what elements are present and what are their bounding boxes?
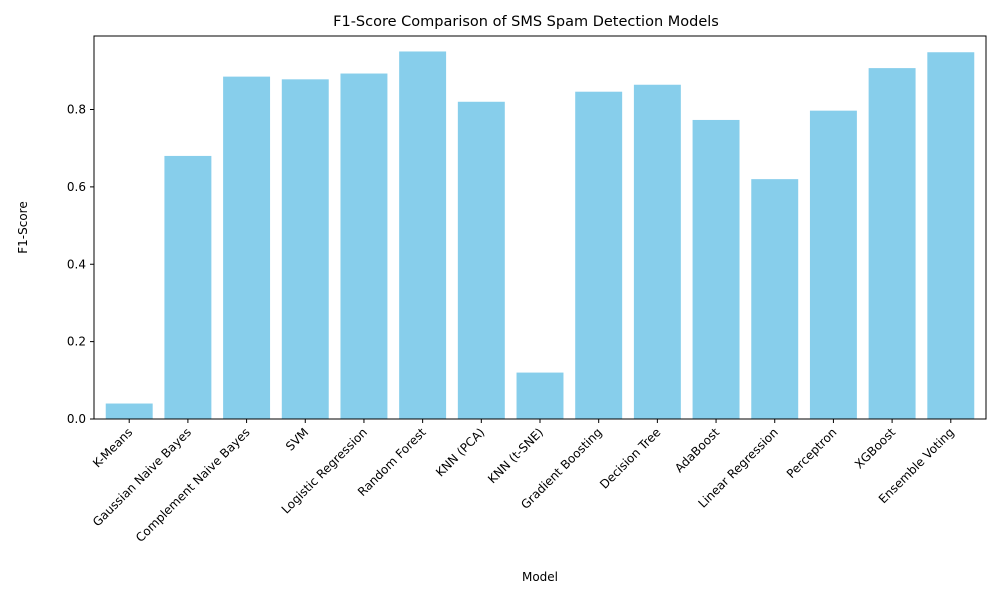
bar-4 (340, 73, 388, 420)
x-tick-label-0: K-Means (90, 425, 135, 470)
x-tick-label-13: XGBoost (852, 425, 898, 471)
x-tick-label-7: KNN (t-SNE) (485, 425, 546, 486)
x-tick-label-6: KNN (PCA) (433, 425, 487, 479)
y-axis-label: F1-Score (16, 201, 30, 253)
bar-1 (164, 155, 212, 419)
bar-10 (692, 119, 740, 420)
x-axis-label: Model (522, 570, 558, 584)
y-tick-label-4: 0.8 (67, 103, 86, 117)
bar-9 (633, 84, 681, 419)
bars-group (105, 51, 975, 420)
x-tick-label-2: Complement Naive Bayes (133, 425, 253, 545)
bar-3 (281, 79, 329, 420)
x-tick-label-1: Gaussian Naive Bayes (90, 425, 194, 529)
bar-2 (223, 76, 271, 419)
bar-0 (105, 403, 153, 419)
y-tick-label-1: 0.2 (67, 335, 86, 349)
bar-12 (809, 110, 857, 420)
bar-13 (868, 68, 916, 419)
bar-7 (516, 372, 564, 419)
bar-11 (751, 179, 799, 419)
x-tick-label-9: Decision Tree (597, 425, 663, 491)
y-tick-label-0: 0.0 (67, 412, 86, 426)
y-axis: 0.0 0.2 0.4 0.6 0.8 (67, 103, 94, 426)
x-tick-label-10: AdaBoost (672, 425, 722, 475)
bar-5 (399, 51, 447, 420)
y-tick-label-2: 0.4 (67, 257, 86, 271)
x-tick-label-3: SVM (283, 425, 311, 453)
chart-title: F1-Score Comparison of SMS Spam Detectio… (333, 14, 719, 30)
x-tick-label-12: Perceptron (784, 425, 840, 481)
y-tick-label-3: 0.6 (67, 180, 86, 194)
bar-6 (457, 101, 505, 420)
bar-14 (927, 52, 975, 420)
bar-8 (575, 91, 623, 419)
plot-frame (93, 35, 987, 420)
